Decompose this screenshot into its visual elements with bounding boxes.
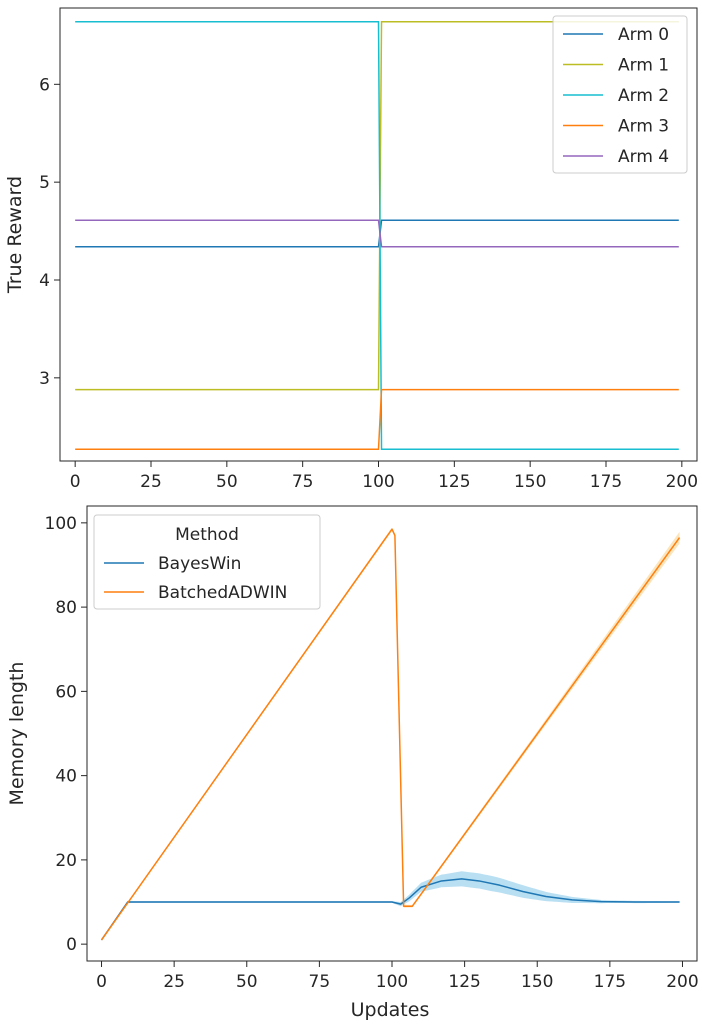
top-y-tick-label: 6 — [39, 75, 50, 95]
top-x-tick-label: 125 — [438, 472, 470, 492]
series-line-arm-4 — [75, 219, 679, 248]
legend-label-arm-2: Arm 2 — [618, 86, 669, 106]
series-line-batchedadwin — [100, 528, 681, 941]
bottom-y-tick-label: 0 — [66, 935, 77, 955]
bottom-x-tick-label: 100 — [376, 972, 408, 992]
legend-title-bottom: Method — [175, 525, 239, 545]
legend-box-bottom — [93, 514, 321, 610]
top-x-tick-label: 100 — [362, 472, 394, 492]
bottom-x-tick-label: 175 — [594, 972, 626, 992]
top-x-tick-label: 75 — [292, 472, 314, 492]
bottom-y-tick-label: 60 — [55, 682, 77, 702]
bottom-x-tick-label: 125 — [448, 972, 480, 992]
legend-bottom: Method BayesWin BatchedADWIN — [93, 514, 321, 610]
top-x-tick-label: 25 — [140, 472, 162, 492]
top-y-tick-label: 4 — [39, 271, 50, 291]
top-x-tick-label: 50 — [216, 472, 238, 492]
legend-label-arm-0: Arm 0 — [618, 25, 669, 45]
confidence-band-bayeswin — [101, 871, 680, 941]
bottom-x-tick-label: 0 — [96, 972, 107, 992]
series-line-bayeswin — [100, 878, 680, 941]
bottom-x-tick-label: 50 — [236, 972, 258, 992]
top-x-tick-label: 175 — [590, 472, 622, 492]
top-x-tick-label: 150 — [514, 472, 546, 492]
bottom-x-tick-label: 150 — [521, 972, 553, 992]
bottom-x-tick-label: 200 — [666, 972, 698, 992]
bottom-y-tick-label: 80 — [55, 598, 77, 618]
top-x-tick-label: 0 — [70, 472, 81, 492]
legend-label-batchedadwin: BatchedADWIN — [158, 583, 287, 603]
memory-length-panel: 0 25 50 75 100 125 150 175 200 0 20 40 60 80 100 Memo… — [6, 505, 699, 1021]
y-axis-label-top: True Reward — [4, 176, 26, 294]
top-y-tick-label: 3 — [39, 369, 50, 389]
legend-label-arm-1: Arm 1 — [618, 56, 669, 76]
top-x-tick-label: 200 — [666, 472, 698, 492]
legend-label-arm-4: Arm 4 — [618, 147, 669, 167]
legend-label-arm-3: Arm 3 — [618, 117, 669, 137]
legend-label-bayeswin: BayesWin — [158, 554, 241, 574]
y-axis-label-bottom: Memory length — [6, 662, 28, 806]
bottom-y-tick-label: 100 — [45, 514, 77, 534]
top-y-tick-label: 5 — [39, 173, 50, 193]
bottom-y-tick-label: 40 — [55, 767, 77, 787]
series-line-arm-0 — [75, 219, 679, 248]
x-axis-label-bottom: Updates — [351, 999, 430, 1021]
series-line-arm-3 — [75, 388, 679, 451]
bottom-x-tick-label: 75 — [309, 972, 331, 992]
legend-box-top — [552, 15, 688, 174]
bottom-y-tick-label: 20 — [55, 851, 77, 871]
bottom-x-tick-label: 25 — [163, 972, 185, 992]
legend-top: Arm 0 Arm 1 Arm 2 Arm 3 Arm 4 — [552, 15, 688, 174]
